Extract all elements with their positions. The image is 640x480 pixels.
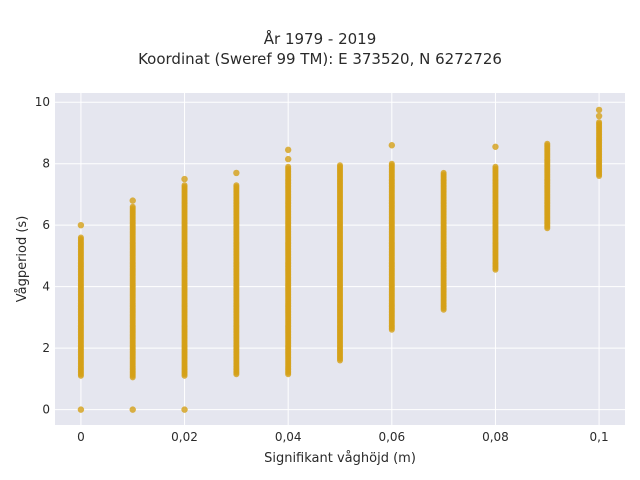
data-point bbox=[492, 143, 499, 150]
x-tick-labels: 0 0,02 0,04 0,06 0,08 0,1 bbox=[77, 430, 609, 444]
data-point bbox=[129, 406, 136, 413]
y-tick-label: 10 bbox=[35, 95, 50, 109]
y-tick-label: 0 bbox=[42, 403, 50, 417]
y-tick-label: 4 bbox=[42, 280, 50, 294]
data-point bbox=[77, 221, 85, 229]
data-point bbox=[595, 106, 603, 114]
data-point bbox=[284, 155, 292, 163]
x-tick-label: 0,1 bbox=[590, 430, 609, 444]
chart-title: År 1979 - 2019 bbox=[263, 30, 377, 48]
data-point bbox=[233, 182, 240, 189]
data-point bbox=[337, 162, 343, 169]
data-point bbox=[181, 175, 188, 183]
data-point bbox=[129, 203, 136, 210]
data-point bbox=[77, 234, 84, 241]
data-points bbox=[77, 106, 603, 413]
data-point bbox=[233, 169, 240, 177]
chart-subtitle: Koordinat (Sweref 99 TM): E 373520, N 62… bbox=[138, 50, 502, 68]
x-tick-label: 0,04 bbox=[275, 430, 302, 444]
data-point bbox=[595, 112, 603, 120]
x-tick-label: 0 bbox=[77, 430, 85, 444]
y-tick-labels: 0 2 4 6 8 10 bbox=[35, 95, 50, 416]
data-point bbox=[181, 182, 188, 189]
data-point bbox=[181, 406, 188, 413]
data-point bbox=[285, 163, 292, 170]
x-tick-label: 0,06 bbox=[378, 430, 405, 444]
y-tick-label: 8 bbox=[42, 157, 50, 171]
data-point bbox=[129, 197, 136, 204]
data-point bbox=[388, 142, 396, 149]
data-point bbox=[596, 119, 603, 126]
data-point bbox=[492, 163, 499, 170]
data-point bbox=[284, 146, 292, 154]
x-tick-label: 0,02 bbox=[171, 430, 198, 444]
x-tick-label: 0,08 bbox=[482, 430, 509, 444]
data-point bbox=[388, 160, 395, 167]
x-axis-label: Signifikant våghöjd (m) bbox=[264, 451, 416, 466]
data-point bbox=[440, 169, 447, 176]
y-axis-label: Vågperiod (s) bbox=[15, 216, 30, 303]
y-tick-label: 2 bbox=[42, 341, 50, 355]
data-point bbox=[77, 406, 85, 413]
y-tick-label: 6 bbox=[42, 218, 50, 232]
data-point bbox=[544, 140, 551, 147]
